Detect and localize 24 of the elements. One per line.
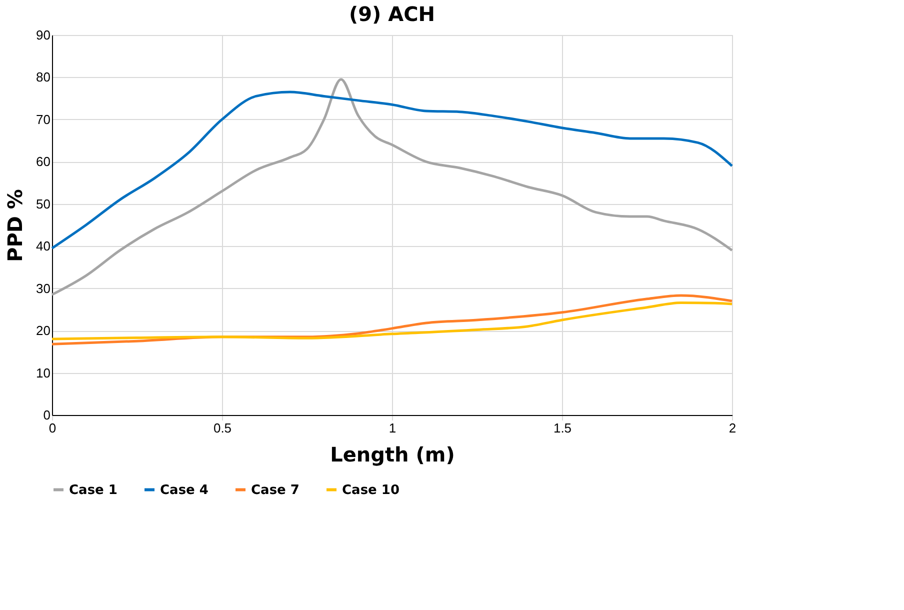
- y-tick-label: 80: [36, 70, 50, 85]
- y-tick-label: 20: [36, 323, 50, 338]
- line-series: [50, 90, 734, 250]
- legend-label: Case 10: [342, 482, 400, 498]
- x-axis-title: Length (m): [330, 442, 455, 466]
- y-tick-label: 90: [36, 28, 50, 42]
- legend-label: Case 4: [160, 482, 208, 498]
- y-tick-label: 0: [43, 408, 50, 422]
- x-tick-label: 1: [388, 420, 396, 436]
- legend-label: Case 7: [251, 482, 300, 498]
- chart-title: (9) ACH: [348, 2, 436, 26]
- y-tick-label: 50: [36, 196, 50, 212]
- y-tick-label: 30: [36, 280, 50, 296]
- legend-label: Case 1: [69, 482, 118, 498]
- y-axis-title: PPD %: [3, 189, 28, 262]
- y-tick-label: 70: [36, 112, 50, 127]
- line-series: [50, 301, 734, 340]
- y-tick-label: 60: [36, 154, 50, 170]
- y-tick-label: 40: [36, 238, 50, 254]
- x-tick-label: 2: [728, 420, 736, 436]
- line-series: [50, 78, 734, 296]
- x-tick-label: 0.5: [213, 420, 232, 436]
- y-tick-label: 10: [36, 365, 50, 380]
- x-tick-label: 1.5: [553, 420, 572, 436]
